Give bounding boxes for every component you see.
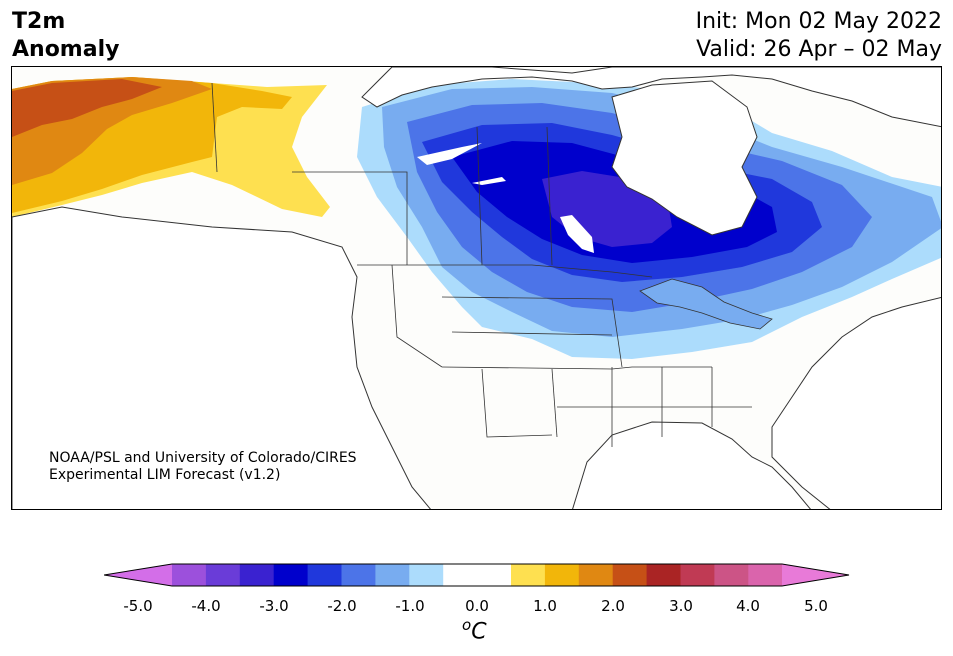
credit-text: NOAA/PSL and University of Colorado/CIRE… (49, 450, 357, 484)
tick-label: -3.0 (259, 597, 289, 615)
colorbar-cell (104, 564, 172, 586)
colorbar-cell (680, 564, 715, 586)
map-canvas (12, 67, 941, 509)
colorbar (104, 563, 850, 587)
credit-line1: NOAA/PSL and University of Colorado/CIRE… (49, 450, 357, 466)
colorbar-unit: oC (462, 616, 487, 644)
colorbar-cell (477, 564, 512, 586)
lake-athabasca (417, 143, 482, 165)
atlantic-ocean (771, 296, 941, 509)
title-line1: T2m (12, 9, 66, 34)
colorbar-cell (646, 564, 681, 586)
tick-label: 2.0 (601, 597, 625, 615)
colorbar-cell (443, 564, 478, 586)
colorbar-cell (578, 564, 614, 586)
arctic-islands (361, 67, 941, 128)
colorbar-cell (544, 564, 580, 586)
colorbar-cell (307, 564, 342, 586)
unit-letter: C (471, 619, 487, 645)
anomaly-map (11, 66, 942, 510)
colorbar-cell (375, 564, 410, 586)
colorbar-cell (239, 564, 275, 586)
colorbar-outline (104, 563, 850, 587)
map-title: T2m Anomaly (12, 8, 119, 64)
unit-superscript: o (462, 616, 472, 634)
tick-label: -4.0 (191, 597, 221, 615)
pacific-ocean (12, 206, 431, 509)
colorbar-cell (409, 564, 444, 586)
political-borders (211, 82, 752, 447)
hudson-bay (611, 80, 758, 236)
tick-label: 0.0 (465, 597, 489, 615)
great-lakes (639, 278, 773, 330)
tick-label: 1.0 (533, 597, 557, 615)
valid-period: Valid: 26 Apr – 02 May (696, 37, 942, 62)
forecast-dates: Init: Mon 02 May 2022 Valid: 26 Apr – 02… (696, 8, 942, 64)
credit-line2: Experimental LIM Forecast (v1.2) (49, 467, 281, 483)
colorbar-cell (273, 564, 309, 586)
tick-label: -2.0 (327, 597, 357, 615)
tick-label: 3.0 (669, 597, 693, 615)
lake-winnipeg (560, 215, 594, 253)
colorbar-cell (511, 564, 546, 586)
tick-label: -1.0 (395, 597, 425, 615)
colorbar-cell (172, 564, 207, 586)
colorbar-cell (341, 564, 376, 586)
title-line2: Anomaly (12, 37, 120, 62)
colorbar-cell (714, 564, 749, 586)
colorbar-cell (748, 564, 783, 586)
colorbar-cell (205, 564, 241, 586)
init-date: Init: Mon 02 May 2022 (695, 9, 942, 34)
tick-label: -5.0 (123, 597, 153, 615)
colorbar-cell (612, 564, 648, 586)
colorbar-cell (782, 564, 849, 586)
lake-reindeer (472, 177, 506, 185)
gulf-of-mexico (572, 421, 811, 509)
tick-label: 5.0 (804, 597, 828, 615)
tick-label: 4.0 (736, 597, 760, 615)
warm-anomaly-4 (12, 79, 162, 137)
